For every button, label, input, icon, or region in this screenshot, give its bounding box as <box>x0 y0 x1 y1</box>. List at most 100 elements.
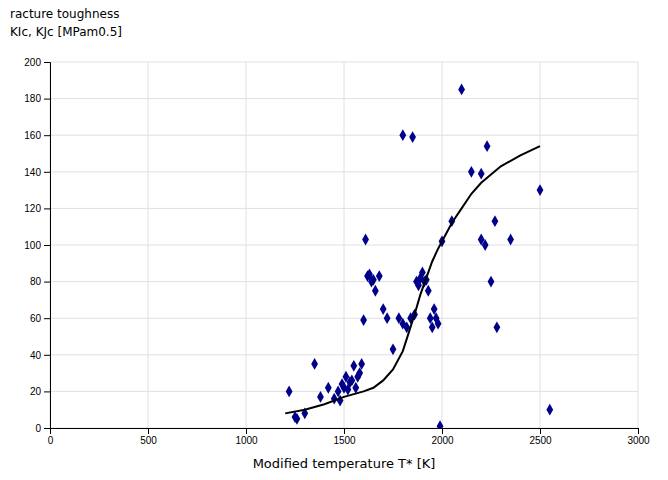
x-axis-tick-label: 0 <box>48 435 54 446</box>
y-axis-tick-mark <box>44 135 50 136</box>
y-axis-tick-mark <box>44 428 50 429</box>
point <box>311 358 318 370</box>
x-axis-tick: 2000 <box>431 428 454 446</box>
x-axis-tick: 1000 <box>235 428 258 446</box>
point <box>352 382 359 394</box>
x-axis-tick-label: 3000 <box>627 435 650 446</box>
y-axis-tick-label: 160 <box>24 130 41 141</box>
point <box>492 215 499 227</box>
x-axis-tick: 0 <box>48 428 54 446</box>
curve <box>285 146 540 413</box>
point <box>294 413 301 425</box>
point <box>482 239 489 251</box>
plot-area: 0 500 1000 1500 2000 2500 3000 0 20 40 60 80 100 120 1… <box>24 57 650 446</box>
x-axis-tick-mark <box>344 428 345 434</box>
point <box>537 184 544 196</box>
y-axis-tick-mark <box>44 355 50 356</box>
y-axis-tick: 120 <box>24 203 50 214</box>
point <box>468 166 475 178</box>
point <box>478 168 485 180</box>
grid-line-y <box>50 318 638 319</box>
grid-line-y <box>50 208 638 209</box>
y-axis-tick-label: 0 <box>35 423 41 434</box>
y-axis-tick: 200 <box>24 57 50 68</box>
point <box>362 234 369 246</box>
x-axis-tick-label: 2500 <box>529 435 552 446</box>
x-axis-tick-mark <box>638 428 639 434</box>
point <box>399 129 406 141</box>
grid-line-y <box>50 135 638 136</box>
point <box>484 140 491 152</box>
point <box>493 321 500 333</box>
point <box>390 343 397 355</box>
grid-line-y <box>50 245 638 246</box>
y-axis-tick-label: 180 <box>24 93 41 104</box>
y-axis-line <box>44 63 51 429</box>
y-axis-tick-mark <box>44 318 50 319</box>
grid-line-y <box>50 62 638 63</box>
x-axis-tick-mark <box>148 428 149 434</box>
y-axis-tick-mark <box>44 282 50 283</box>
point <box>350 360 357 372</box>
x-axis-tick-mark <box>442 428 443 434</box>
point <box>425 285 432 297</box>
x-axis-tick-label: 1500 <box>333 435 356 446</box>
point <box>372 285 379 297</box>
grid-line-y <box>50 281 638 282</box>
y-axis-tick: 100 <box>24 240 50 251</box>
y-axis-tick: 20 <box>30 386 50 397</box>
y-axis-tick-mark <box>44 245 50 246</box>
x-axis: 0 500 1000 1500 2000 2500 3000 <box>48 428 650 446</box>
x-axis-tick-label: 500 <box>140 435 157 446</box>
chart: 0 500 1000 1500 2000 2500 3000 0 20 40 60 80 100 120 1… <box>0 0 668 480</box>
y-axis-tick-mark <box>44 208 50 209</box>
grid <box>50 62 638 428</box>
point <box>409 131 416 143</box>
grid-line-y <box>50 171 638 172</box>
y-axis-tick-mark <box>44 172 50 173</box>
point <box>317 391 324 403</box>
y-axis-tick-label: 40 <box>30 350 42 361</box>
marks <box>285 84 553 428</box>
y-axis-tick: 180 <box>24 93 50 104</box>
point <box>546 404 553 416</box>
y-axis-tick-label: 100 <box>24 240 41 251</box>
x-axis-tick: 2500 <box>529 428 552 446</box>
point <box>358 358 365 370</box>
point <box>286 386 293 398</box>
x-axis-tick-label: 2000 <box>431 435 454 446</box>
x-axis-tick: 1500 <box>333 428 356 446</box>
grid-line-y <box>50 98 638 99</box>
y-axis-tick: 40 <box>30 350 50 361</box>
point <box>380 303 387 315</box>
point <box>435 318 442 330</box>
y-axis-tick: 0 <box>35 423 50 434</box>
annotation: racture toughness <box>10 7 119 21</box>
point <box>429 321 436 333</box>
y-axis: 0 20 40 60 80 100 120 140 160 180 200 <box>24 57 50 434</box>
y-axis-tick-label: 20 <box>30 386 42 397</box>
grid-line-y <box>50 354 638 355</box>
annotation: KIc, KJc [MPam0.5] <box>10 25 122 39</box>
y-axis-tick-mark <box>44 391 50 392</box>
x-axis-tick: 500 <box>140 428 157 446</box>
x-axis-tick-mark <box>246 428 247 434</box>
point <box>458 84 465 96</box>
x-axis-tick: 3000 <box>627 428 650 446</box>
x-axis-label: Modified temperature T* [K] <box>253 456 436 471</box>
y-axis-tick-label: 140 <box>24 167 41 178</box>
y-axis-tick: 80 <box>30 276 50 287</box>
y-axis-tick-label: 200 <box>24 57 41 68</box>
point <box>384 312 391 324</box>
x-axis-tick-mark <box>540 428 541 434</box>
point <box>437 420 444 428</box>
point <box>376 270 383 282</box>
y-axis-tick: 160 <box>24 130 50 141</box>
y-axis-tick-mark <box>44 99 50 100</box>
point <box>370 274 377 286</box>
scatter-series <box>286 84 553 428</box>
scatter-series <box>399 129 514 245</box>
point <box>360 314 367 326</box>
y-axis-tick: 60 <box>30 313 50 324</box>
y-axis-tick: 140 <box>24 167 50 178</box>
